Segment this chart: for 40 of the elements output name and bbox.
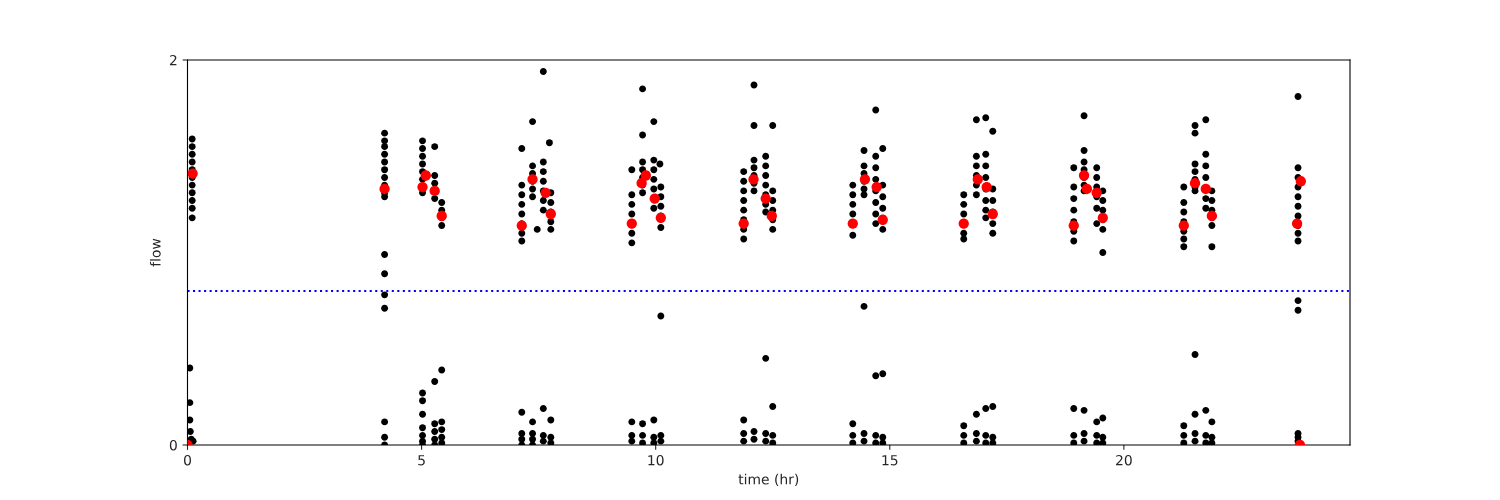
point: [436, 210, 447, 222]
point: [649, 193, 660, 204]
point: [871, 181, 882, 193]
point: [760, 193, 771, 204]
x-tick-label: 20: [1116, 454, 1132, 466]
point: [1091, 187, 1102, 198]
point: [972, 174, 983, 185]
point: [1081, 183, 1093, 195]
point: [187, 168, 198, 179]
point: [766, 210, 777, 222]
point: [877, 214, 888, 225]
point: [1200, 183, 1211, 195]
point: [379, 183, 390, 195]
point: [626, 218, 637, 229]
x-tick-label: 0: [184, 454, 191, 466]
point: [1068, 220, 1079, 231]
point: [640, 170, 651, 181]
point: [958, 218, 969, 229]
point: [540, 187, 551, 198]
point: [545, 208, 556, 220]
point: [1189, 178, 1201, 189]
point: [1178, 220, 1189, 231]
y-axis-title: flow: [149, 238, 161, 267]
point: [981, 181, 992, 193]
x-tick-label: 5: [418, 455, 425, 466]
point: [420, 170, 431, 181]
point: [1097, 212, 1108, 223]
x-tick-label: 15: [882, 455, 898, 466]
point: [1295, 176, 1306, 187]
point: [748, 174, 759, 185]
point: [987, 208, 998, 220]
point: [738, 218, 749, 229]
point: [847, 218, 858, 229]
point: [429, 185, 440, 197]
x-axis-title: time (hr): [738, 473, 799, 487]
point: [1291, 218, 1303, 229]
point: [1206, 210, 1218, 222]
y-tick-label: 2: [169, 54, 177, 66]
x-tick-label: 10: [648, 454, 664, 466]
point: [417, 181, 428, 193]
